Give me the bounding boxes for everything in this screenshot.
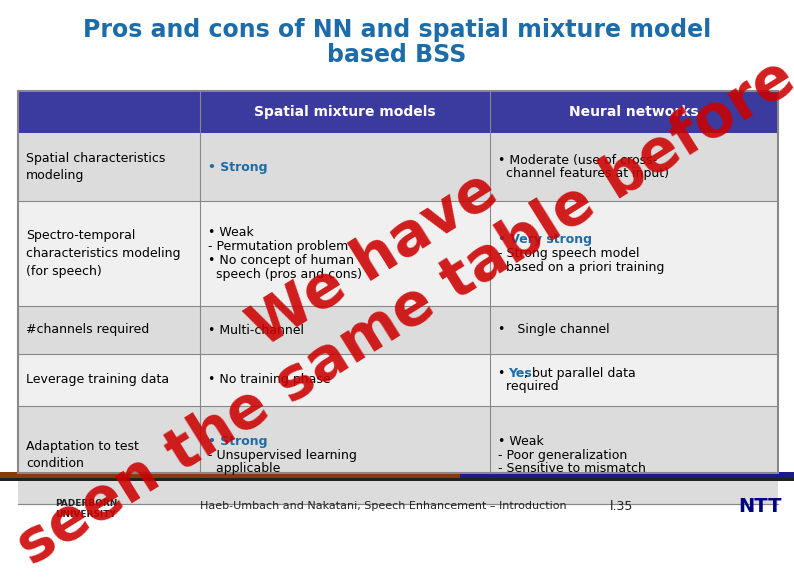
Text: • Very strong: • Very strong xyxy=(498,234,592,246)
Text: required: required xyxy=(498,381,559,393)
Text: based on a priori training: based on a priori training xyxy=(498,261,665,274)
Text: •: • xyxy=(498,367,510,379)
Text: Neural networks: Neural networks xyxy=(569,105,699,119)
Bar xyxy=(18,91,778,133)
Text: We have
seen the same table before: We have seen the same table before xyxy=(0,0,794,576)
Bar xyxy=(18,354,778,406)
Bar xyxy=(18,306,778,354)
Bar xyxy=(18,406,778,504)
Text: •   Single channel: • Single channel xyxy=(498,324,610,336)
Text: - Unsupervised learning: - Unsupervised learning xyxy=(208,449,357,461)
Text: , but parallel data: , but parallel data xyxy=(524,367,636,379)
Text: • Multi-channel: • Multi-channel xyxy=(208,324,304,336)
Text: l.35: l.35 xyxy=(610,500,634,512)
Bar xyxy=(0,478,794,481)
Bar xyxy=(460,472,794,478)
Text: Haeb-Umbach and Nakatani, Speech Enhancement – Introduction: Haeb-Umbach and Nakatani, Speech Enhance… xyxy=(200,501,567,511)
Text: PADERBORN
UNIVERSITY: PADERBORN UNIVERSITY xyxy=(55,499,118,519)
Text: speech (pros and cons): speech (pros and cons) xyxy=(208,267,362,281)
Text: - Permutation problem: - Permutation problem xyxy=(208,240,349,253)
Text: • No concept of human: • No concept of human xyxy=(208,254,354,267)
Text: based BSS: based BSS xyxy=(327,43,467,67)
Text: • Weak: • Weak xyxy=(208,227,254,239)
Text: • Strong: • Strong xyxy=(208,435,268,448)
Text: Spectro-temporal
characteristics modeling
(for speech): Spectro-temporal characteristics modelin… xyxy=(26,229,180,278)
Text: Adaptation to test
condition: Adaptation to test condition xyxy=(26,440,139,470)
Text: Yes: Yes xyxy=(508,367,532,379)
Text: • No training phase: • No training phase xyxy=(208,374,330,386)
Text: - Sensitive to mismatch: - Sensitive to mismatch xyxy=(498,462,646,475)
Text: applicable: applicable xyxy=(208,462,280,475)
Text: • Moderate (use of cross-: • Moderate (use of cross- xyxy=(498,153,657,167)
Text: • Weak: • Weak xyxy=(498,435,544,448)
Text: channel features at input): channel features at input) xyxy=(498,167,669,180)
Text: #channels required: #channels required xyxy=(26,324,149,336)
Text: NTT: NTT xyxy=(738,497,782,515)
Text: Leverage training data: Leverage training data xyxy=(26,374,169,386)
Text: - Poor generalization: - Poor generalization xyxy=(498,449,627,461)
Bar xyxy=(18,133,778,201)
Bar xyxy=(18,201,778,306)
Bar xyxy=(18,91,778,473)
Text: • Strong: • Strong xyxy=(208,160,268,174)
Text: - Strong speech model: - Strong speech model xyxy=(498,247,639,260)
Text: Pros and cons of NN and spatial mixture model: Pros and cons of NN and spatial mixture … xyxy=(83,18,711,42)
Bar xyxy=(0,472,460,478)
Text: Spatial characteristics
modeling: Spatial characteristics modeling xyxy=(26,152,165,182)
Text: Spatial mixture models: Spatial mixture models xyxy=(254,105,436,119)
